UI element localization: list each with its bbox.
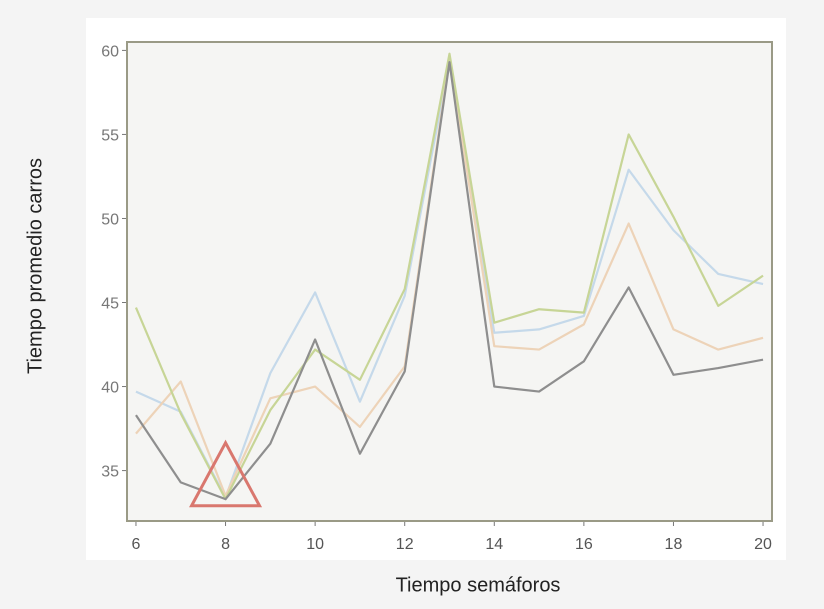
x-tick-label: 14 <box>485 536 503 553</box>
y-tick-label: 45 <box>101 296 119 313</box>
x-tick-label: 20 <box>754 536 772 553</box>
x-tick-label: 10 <box>306 536 324 553</box>
x-tick-label: 12 <box>396 536 414 553</box>
annotations <box>189 439 263 508</box>
y-axis-label: Tiempo promedio carros <box>24 157 47 375</box>
x-axis-ticks: 6 8 10 12 14 16 18 20 <box>132 521 772 553</box>
triangle-marker <box>189 439 263 508</box>
series-lines <box>134 52 764 501</box>
y-tick-label: 40 <box>101 380 119 397</box>
x-tick-label: 8 <box>221 536 230 553</box>
y-tick-label: 50 <box>101 211 119 228</box>
x-axis-label: Tiempo semáforos <box>395 574 561 597</box>
y-tick-label: 55 <box>101 127 119 144</box>
series-line-4 <box>135 61 764 501</box>
y-tick-label: 35 <box>101 464 119 481</box>
plot-area <box>127 42 772 521</box>
x-tick-label: 6 <box>132 536 141 553</box>
x-tick-label: 16 <box>575 536 593 553</box>
plot-frame <box>126 41 773 522</box>
y-tick-label: 60 <box>101 43 119 60</box>
y-axis-ticks: 35 40 45 50 55 60 <box>101 43 127 481</box>
x-tick-label: 18 <box>665 536 683 553</box>
